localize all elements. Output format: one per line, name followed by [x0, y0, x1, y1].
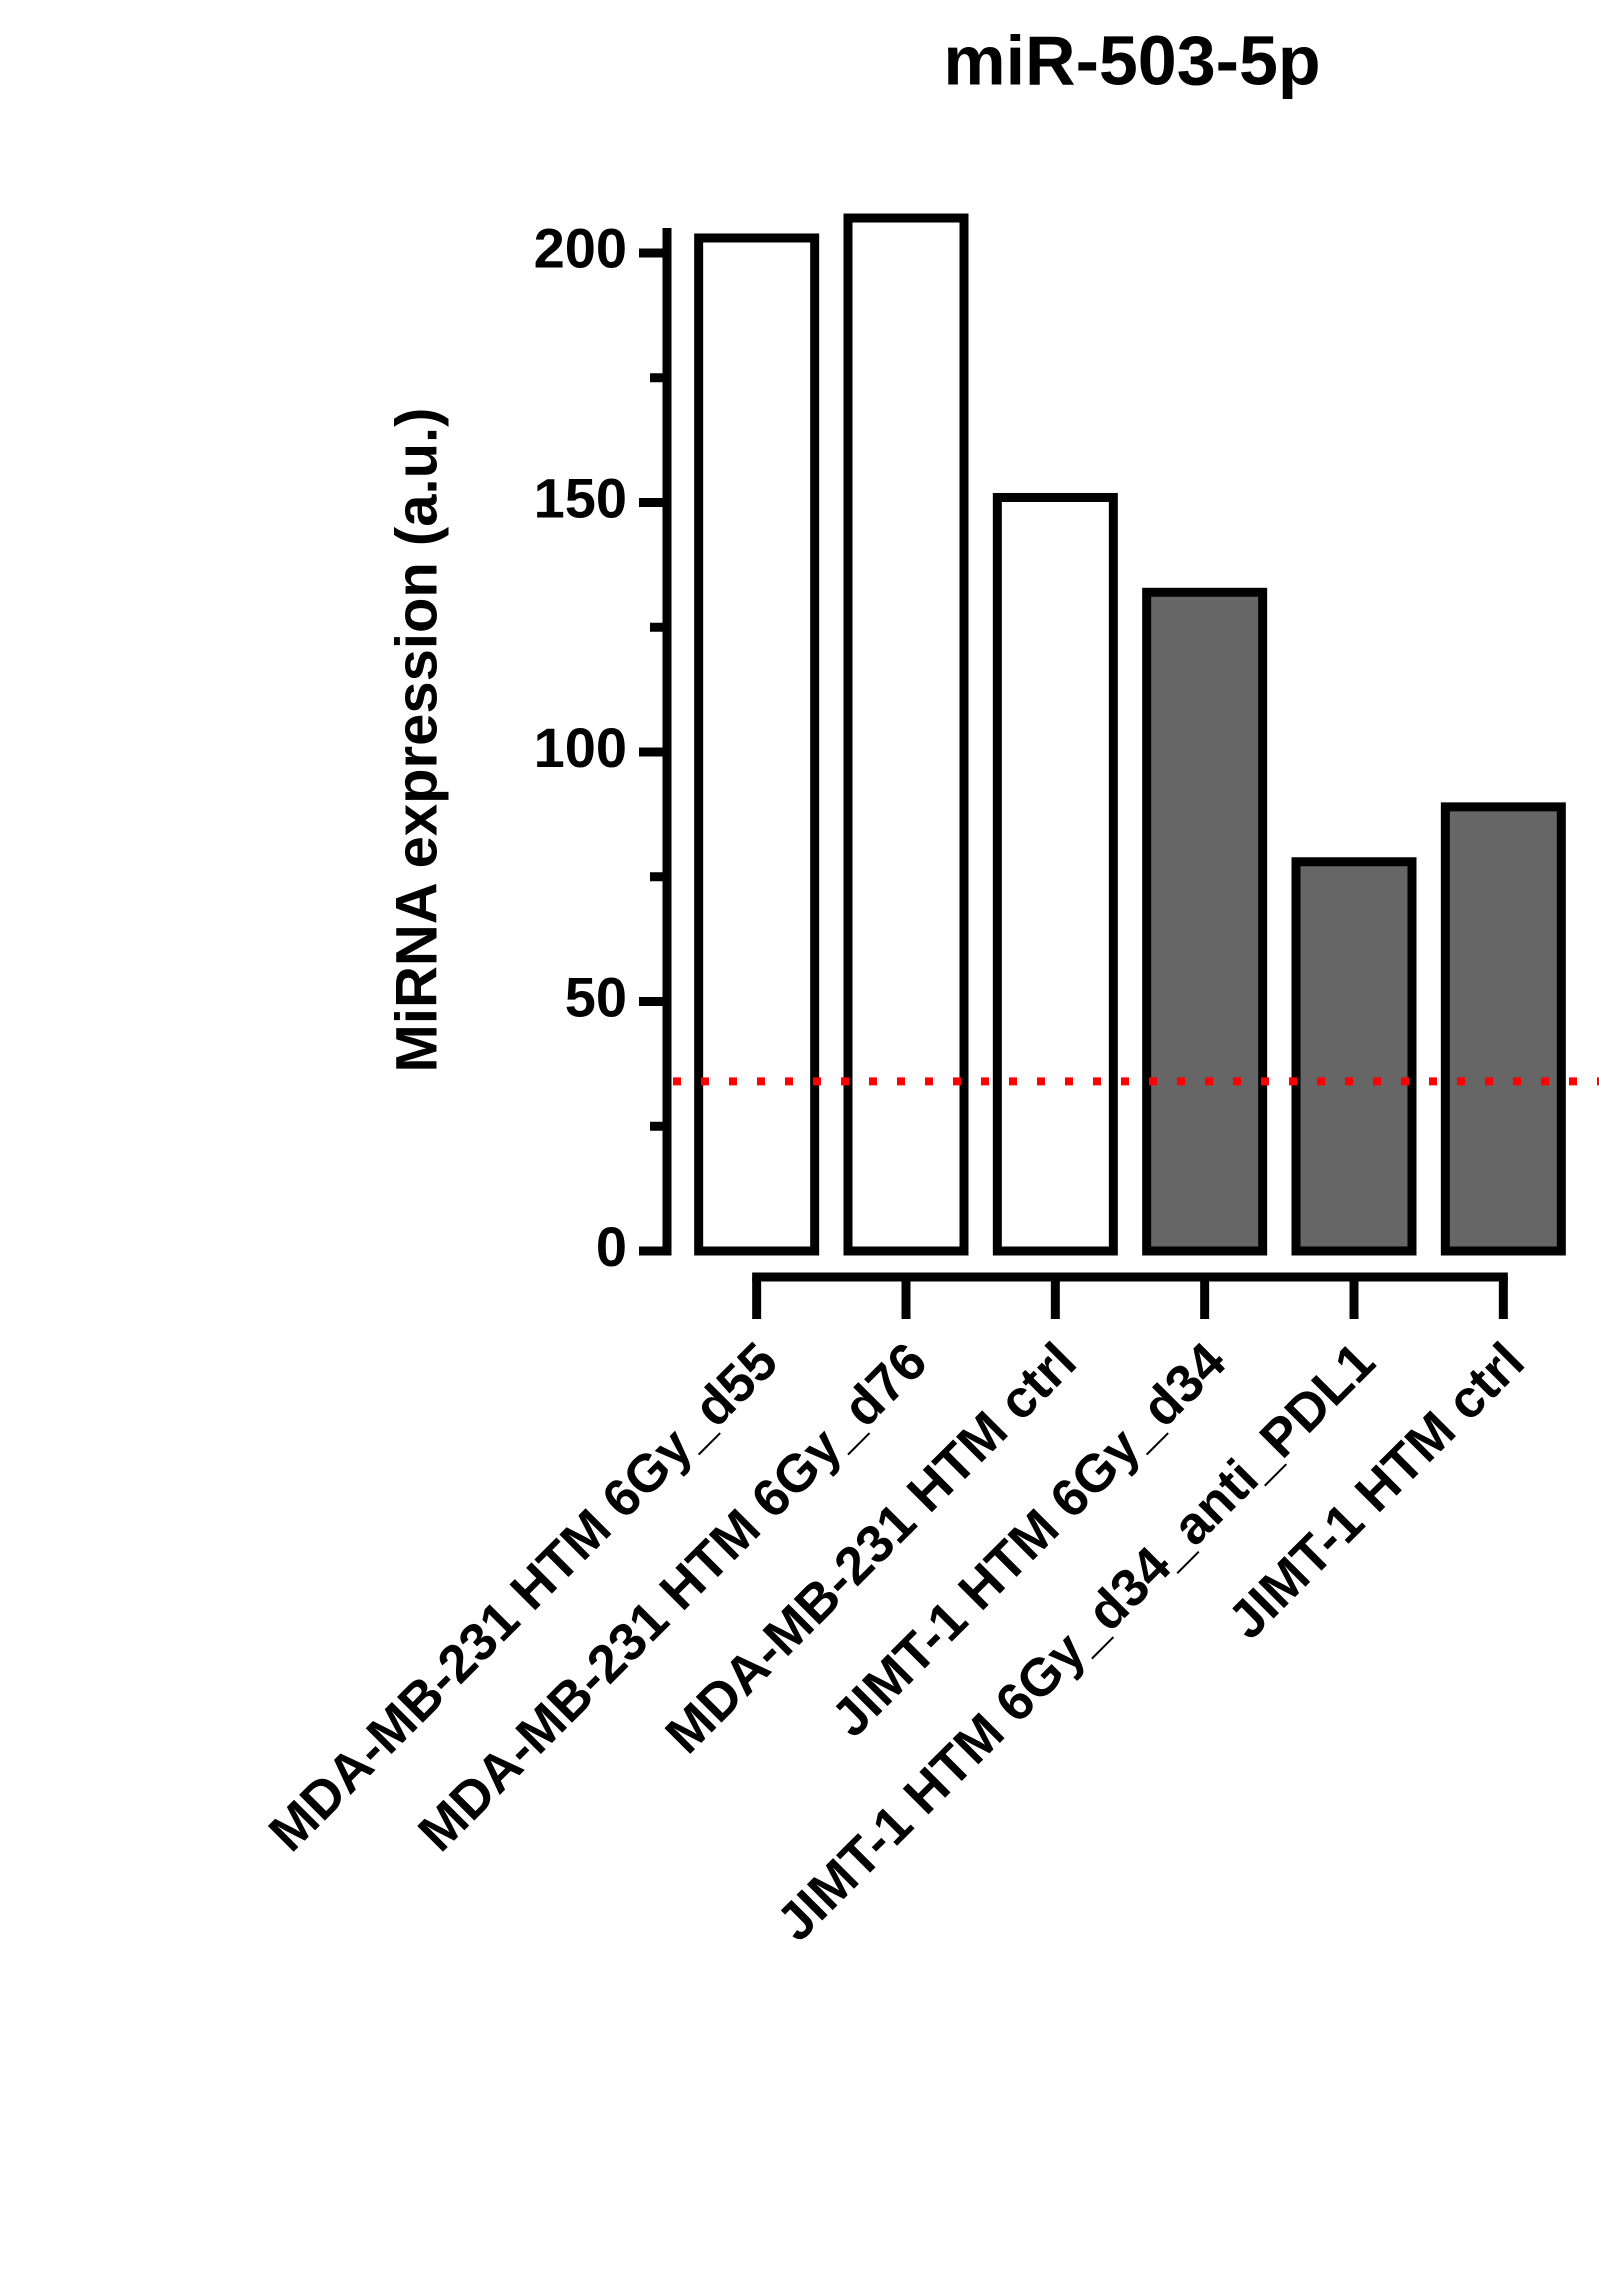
chart-title: miR-503-5p: [943, 21, 1320, 99]
bar: [992, 492, 1118, 1256]
y-tick-label: 100: [534, 716, 627, 779]
y-tick-label: 50: [565, 965, 627, 1028]
bar: [843, 213, 969, 1256]
y-tick-label: 150: [534, 466, 627, 529]
y-tick-label: 0: [596, 1215, 627, 1278]
bar: [1142, 587, 1268, 1256]
bar: [694, 233, 820, 1256]
bar: [1440, 802, 1566, 1256]
y-tick-label: 200: [534, 217, 627, 280]
bar: [1291, 857, 1417, 1256]
y-axis-label: MiRNA expression (a.u.): [384, 408, 449, 1073]
